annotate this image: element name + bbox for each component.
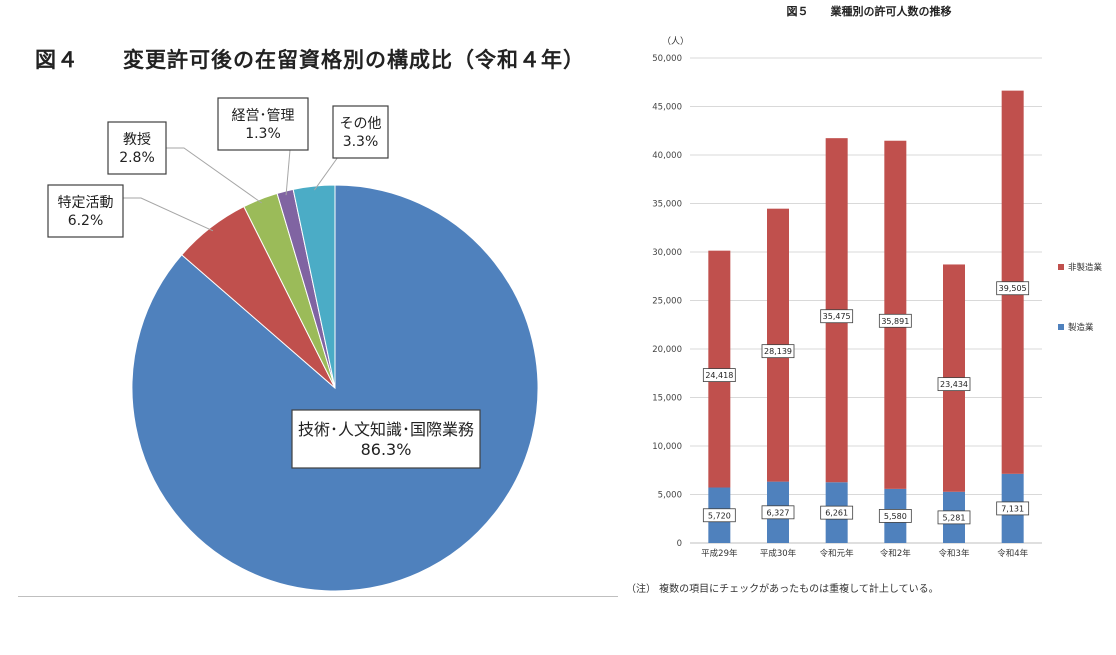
bottom-divider — [18, 596, 618, 597]
pie-label-name-2: 教授 — [123, 132, 151, 148]
leader-line-3 — [285, 149, 291, 196]
y-tick-label: 50,000 — [652, 54, 682, 64]
x-tick-label: 平成29年 — [701, 548, 738, 559]
figure-4: 図４ 変更許可後の在留資格別の構成比（令和４年） 技術･人文知識･国際業務 86.… — [18, 48, 618, 597]
bar-value-box — [937, 510, 971, 525]
pie-label-name-1: 特定活動 — [58, 195, 114, 211]
pie-label-box-4 — [332, 105, 389, 159]
leader-line-1 — [123, 197, 214, 232]
bar-value-box — [761, 344, 795, 359]
bar-value-label: 5,580 — [884, 512, 907, 521]
x-tick-label: 平成30年 — [760, 548, 797, 559]
x-tick-label: 令和3年 — [939, 548, 970, 559]
legend-swatch-0 — [1058, 264, 1064, 270]
pie-label-name-3: 経営･管理 — [232, 108, 295, 124]
y-axis-unit: （人） — [662, 36, 689, 47]
pie-label-box-1 — [47, 184, 124, 238]
bar-value-box — [702, 368, 736, 382]
bar-value-label: 5,281 — [943, 513, 966, 522]
bar-value-box — [820, 309, 854, 324]
legend-label-1: 製造業 — [1068, 322, 1094, 333]
bar-value-box — [996, 281, 1030, 296]
y-tick-label: 30,000 — [652, 248, 682, 258]
bar-value-box — [878, 509, 912, 523]
bar-value-label: 23,434 — [940, 380, 968, 389]
pie-slice-4 — [292, 184, 336, 389]
bar-value-box — [996, 501, 1030, 516]
stacked-bar-chart: （人） 0 5,000 10,000 15,000 20,000 25,000 30,000 3… — [652, 36, 1103, 559]
y-tick-label: 40,000 — [652, 151, 682, 161]
legend-label-0: 非製造業 — [1068, 262, 1103, 273]
bar-value-label: 35,475 — [823, 312, 851, 321]
y-tick-label: 5,000 — [658, 491, 682, 501]
x-tick-label: 令和4年 — [997, 548, 1028, 559]
pie-chart-title: 図４ 変更許可後の在留資格別の構成比（令和４年） — [35, 48, 585, 72]
y-tick-label: 20,000 — [652, 345, 682, 355]
bar-value-label: 7,131 — [1001, 504, 1024, 513]
bar-value-box — [702, 508, 736, 523]
pie-label-value-2: 2.8% — [119, 150, 155, 166]
pie-label-box-3 — [217, 97, 309, 151]
y-tick-label: 35,000 — [652, 200, 682, 210]
leader-line-2 — [166, 147, 262, 204]
bar-value-label: 28,139 — [764, 347, 792, 356]
pie-label-box-2 — [107, 121, 167, 175]
pie-label-value-1: 6.2% — [68, 213, 104, 229]
pie-label-box-0 — [291, 409, 481, 469]
bar-value-label: 24,418 — [705, 371, 733, 380]
bar-value-label: 5,720 — [708, 511, 731, 520]
bar-value-label: 6,261 — [825, 509, 848, 518]
legend-swatch-1 — [1058, 324, 1064, 330]
bar-value-box — [820, 505, 854, 520]
figure-5: 図５ 業種別の許可人数の推移 （人） 0 5,000 10,000 15,000 20,0… — [622, 0, 1116, 600]
pie-label-value-0: 86.3% — [361, 440, 412, 459]
pie-label-value-4: 3.3% — [343, 134, 379, 150]
pie-label-name-4: その他 — [340, 116, 382, 132]
y-tick-label: 0 — [677, 539, 682, 549]
bar-value-label: 35,891 — [881, 317, 909, 326]
bar-value-label: 39,505 — [999, 284, 1027, 293]
bar-value-box — [878, 313, 912, 328]
y-tick-label: 15,000 — [652, 394, 682, 404]
pie-label-value-3: 1.3% — [245, 126, 281, 142]
bar-chart-title: 図５ 業種別の許可人数の推移 — [786, 5, 952, 18]
pie-label-name-0: 技術･人文知識･国際業務 — [298, 420, 474, 439]
bar-value-label: 6,327 — [767, 508, 790, 517]
y-tick-label: 45,000 — [652, 103, 682, 113]
y-tick-label: 10,000 — [652, 442, 682, 452]
bar-value-box — [761, 505, 795, 520]
x-tick-label: 令和元年 — [820, 548, 855, 559]
y-tick-label: 25,000 — [652, 297, 682, 307]
chart-note: （注） 複数の項目にチェックがあったものは重複して計上している。 — [626, 584, 939, 595]
x-tick-label: 令和2年 — [880, 548, 911, 559]
bar-value-box — [937, 377, 971, 392]
